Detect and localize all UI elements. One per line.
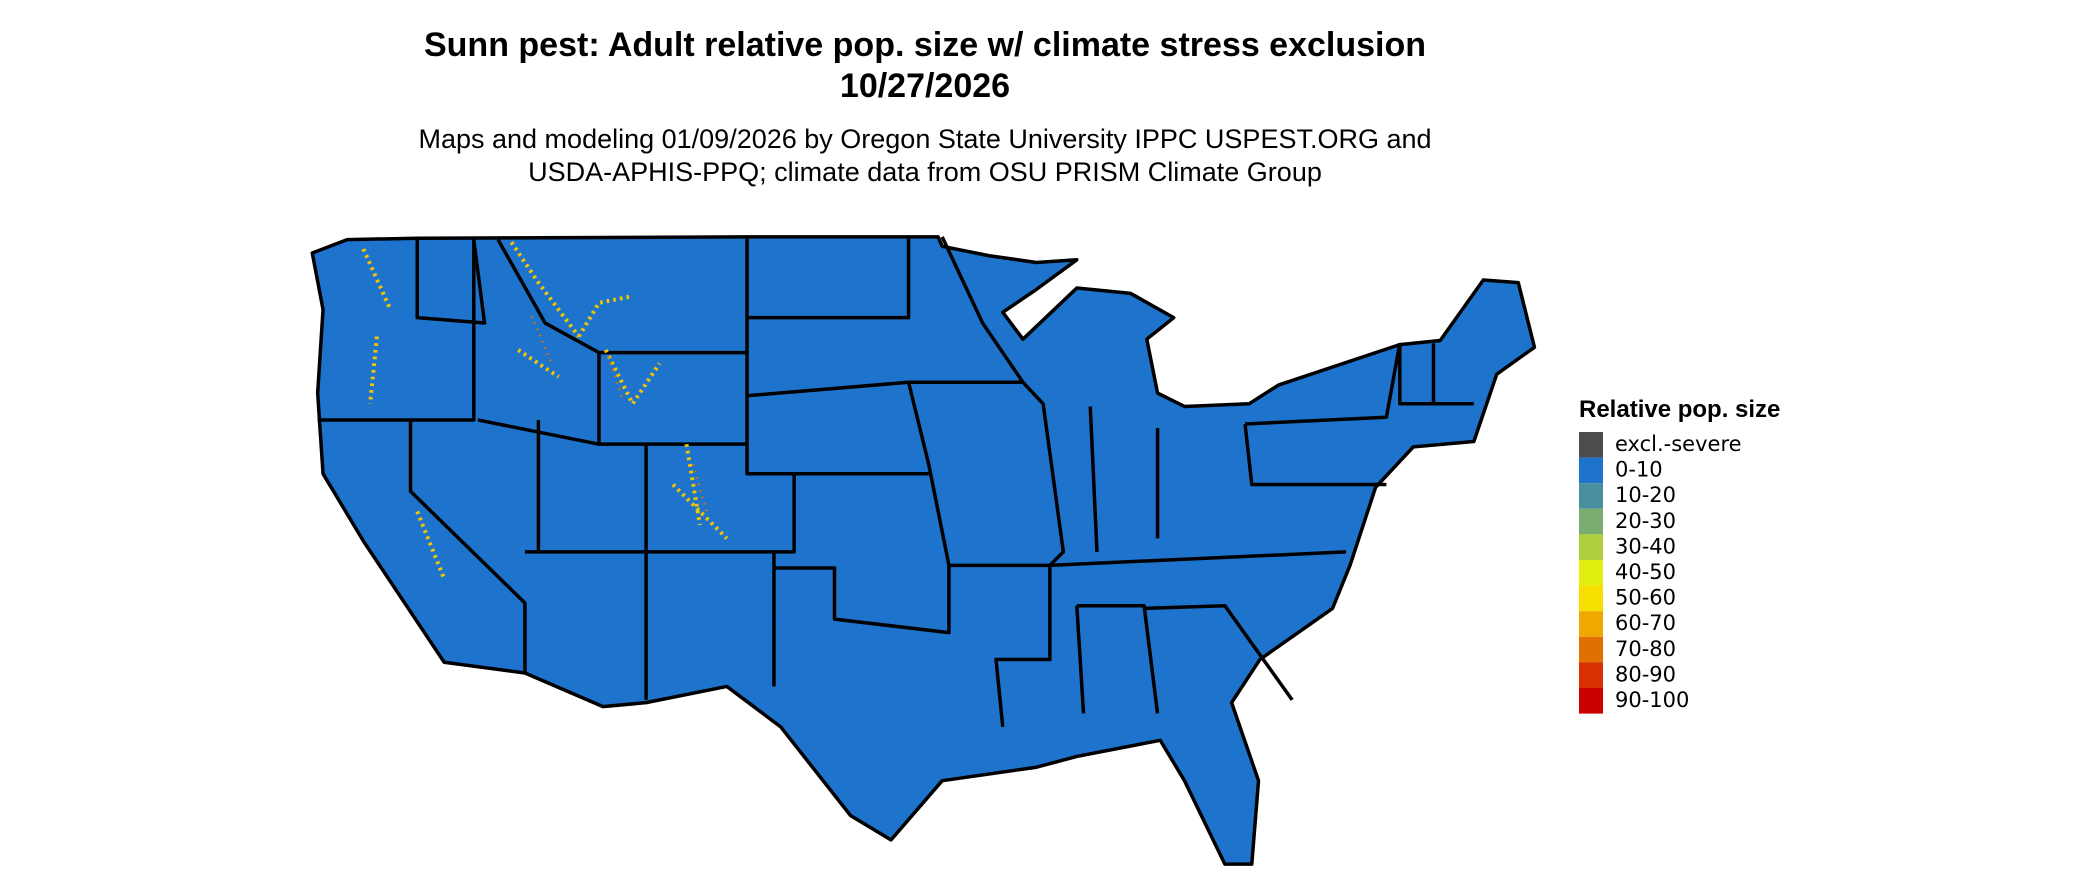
legend-label: 50-60 <box>1615 586 1676 610</box>
legend-label: 90-100 <box>1615 688 1689 712</box>
legend-label: 20-30 <box>1615 509 1676 533</box>
legend-swatch <box>1579 560 1603 586</box>
subtitle-line: Maps and modeling 01/09/2026 by Oregon S… <box>418 124 1431 154</box>
subtitle-line: USDA-APHIS-PPQ; climate data from OSU PR… <box>528 157 1322 187</box>
us-map <box>310 235 1537 866</box>
legend-swatch <box>1579 457 1603 484</box>
title: Sunn pest: Adult relative pop. size w/ c… <box>424 26 1426 64</box>
legend-label: excl.-severe <box>1615 432 1742 456</box>
legend-label: 0-10 <box>1615 458 1663 482</box>
legend-label: 80-90 <box>1615 662 1676 686</box>
legend-swatch <box>1579 508 1603 535</box>
legend-label: 40-50 <box>1615 560 1676 584</box>
legend-swatch <box>1579 585 1603 612</box>
legend-swatch <box>1579 662 1603 688</box>
legend-swatch <box>1579 534 1603 560</box>
legend-label: 70-80 <box>1615 637 1676 661</box>
legend-swatch <box>1579 688 1603 714</box>
hotspot-pattern <box>361 241 729 580</box>
hotspot-pattern <box>530 315 708 512</box>
legend-label: 10-20 <box>1615 483 1676 507</box>
legend: excl.-severe0-1010-2020-3030-4040-5050-6… <box>1579 432 1742 714</box>
date: 10/27/2026 <box>840 67 1010 105</box>
legend-label: 30-40 <box>1615 534 1676 558</box>
us-outline <box>310 235 1537 866</box>
legend-swatch <box>1579 483 1603 509</box>
legend-label: 60-70 <box>1615 611 1676 635</box>
legend-title: Relative pop. size <box>1579 396 1780 423</box>
legend-swatch <box>1579 611 1603 637</box>
state-borders <box>317 236 1474 728</box>
legend-swatch <box>1579 432 1603 458</box>
legend-swatch <box>1579 636 1603 663</box>
